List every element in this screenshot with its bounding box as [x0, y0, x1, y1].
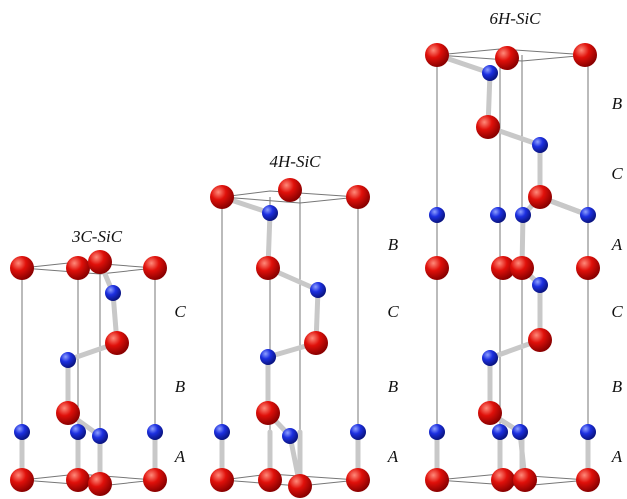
silicon-atom — [425, 43, 449, 67]
silicon-atom — [143, 468, 167, 492]
atoms — [10, 43, 600, 498]
layer-label: A — [387, 447, 399, 466]
carbon-atom — [429, 207, 445, 223]
carbon-atom — [580, 207, 596, 223]
layer-label: C — [174, 302, 186, 321]
structure-label: 3C-SiC — [71, 227, 123, 246]
carbon-atom — [262, 205, 278, 221]
carbon-atom — [515, 207, 531, 223]
layer-label: A — [611, 447, 623, 466]
layer-label: B — [612, 94, 623, 113]
silicon-atom — [210, 468, 234, 492]
structure-label: 4H-SiC — [270, 152, 322, 171]
silicon-atom — [573, 43, 597, 67]
labels: 3C-SiC C B A 4H-SiC B C B A 6H-SiC B C A C B A — [71, 9, 623, 466]
silicon-atom — [346, 468, 370, 492]
silicon-atom — [105, 331, 129, 355]
carbon-atom — [580, 424, 596, 440]
silicon-atom — [256, 401, 280, 425]
silicon-atom — [576, 256, 600, 280]
silicon-atom — [425, 256, 449, 280]
silicon-atom — [478, 401, 502, 425]
silicon-atom — [88, 250, 112, 274]
carbon-atom — [350, 424, 366, 440]
silicon-atom — [88, 472, 112, 496]
carbon-atom — [260, 349, 276, 365]
carbon-atom — [490, 207, 506, 223]
layer-label: C — [611, 164, 623, 183]
silicon-atom — [528, 328, 552, 352]
diagram: 3C-SiC C B A 4H-SiC B C B A 6H-SiC B C A C B A — [0, 0, 627, 499]
layer-label: B — [175, 377, 186, 396]
silicon-atom — [513, 468, 537, 492]
silicon-atom — [10, 256, 34, 280]
silicon-atom — [10, 468, 34, 492]
silicon-atom — [576, 468, 600, 492]
carbon-atom — [60, 352, 76, 368]
carbon-atom — [214, 424, 230, 440]
silicon-atom — [256, 256, 280, 280]
carbon-atom — [147, 424, 163, 440]
silicon-atom — [476, 115, 500, 139]
silicon-atom — [510, 256, 534, 280]
silicon-atom — [56, 401, 80, 425]
silicon-atom — [528, 185, 552, 209]
carbon-atom — [105, 285, 121, 301]
silicon-atom — [66, 468, 90, 492]
carbon-atom — [482, 350, 498, 366]
silicon-atom — [425, 468, 449, 492]
carbon-atom — [70, 424, 86, 440]
layer-label: A — [611, 235, 623, 254]
layer-label: B — [612, 377, 623, 396]
carbon-atom — [482, 65, 498, 81]
layer-label: C — [611, 302, 623, 321]
structure-label: 6H-SiC — [490, 9, 542, 28]
layer-label: A — [174, 447, 186, 466]
silicon-atom — [304, 331, 328, 355]
carbon-atom — [14, 424, 30, 440]
silicon-atom — [143, 256, 167, 280]
carbon-atom — [492, 424, 508, 440]
silicon-atom — [288, 474, 312, 498]
carbon-atom — [310, 282, 326, 298]
carbon-atom — [512, 424, 528, 440]
silicon-atom — [495, 46, 519, 70]
carbon-atom — [532, 277, 548, 293]
silicon-atom — [258, 468, 282, 492]
silicon-atom — [210, 185, 234, 209]
carbon-atom — [92, 428, 108, 444]
silicon-atom — [278, 178, 302, 202]
silicon-atom — [491, 468, 515, 492]
layer-label: B — [388, 377, 399, 396]
layer-label: B — [388, 235, 399, 254]
carbon-atom — [282, 428, 298, 444]
layer-label: C — [387, 302, 399, 321]
silicon-atom — [346, 185, 370, 209]
carbon-atom — [429, 424, 445, 440]
silicon-atom — [66, 256, 90, 280]
carbon-atom — [532, 137, 548, 153]
